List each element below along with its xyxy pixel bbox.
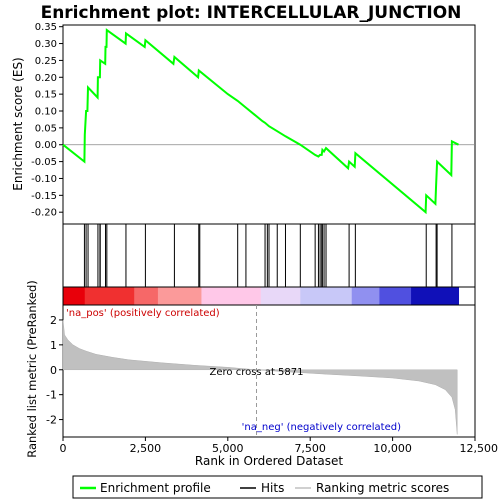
chart-title: Enrichment plot: INTERCELLULAR_JUNCTION <box>41 3 462 23</box>
legend-frame <box>72 475 483 499</box>
heatmap-cell <box>379 287 412 305</box>
heatmap-cell <box>411 287 460 305</box>
metric-y-tick-label: -1 <box>46 389 57 402</box>
rank-heatmap <box>62 286 476 306</box>
es-y-tick-label: 0.05 <box>35 123 57 134</box>
heatmap-cell <box>260 287 301 305</box>
heatmap-cell <box>201 287 230 305</box>
heatmap-cell <box>324 287 353 305</box>
negative-label: 'na_neg' (negatively correlated) <box>242 422 401 433</box>
heatmap-cell <box>351 287 380 305</box>
x-tick-label: 5,000 <box>212 442 244 455</box>
x-axis-label: Rank in Ordered Dataset <box>195 454 343 468</box>
es-y-tick-label: -0.15 <box>31 191 57 202</box>
legend-metric-label: Ranking metric scores <box>316 481 449 495</box>
heatmap-cell <box>157 287 202 305</box>
es-y-tick-label: 0.25 <box>35 56 57 67</box>
es-y-tick-label: 0.20 <box>35 73 57 84</box>
legend: Enrichment profile Hits Ranking metric s… <box>72 475 483 499</box>
metric-y-tick-label: 1 <box>50 339 57 352</box>
es-y-tick-label: 0.10 <box>35 107 57 118</box>
heatmap-cell <box>110 287 135 305</box>
es-y-tick-label: -0.10 <box>31 174 57 185</box>
es-y-tick-label: -0.05 <box>31 157 57 168</box>
es-y-tick-label: 0.30 <box>35 39 57 50</box>
heatmap-cell <box>63 287 86 305</box>
metric-y-ticks: 2 1 0 -1 -2 <box>46 314 63 427</box>
es-y-tick-label: 0.35 <box>35 22 57 33</box>
x-ticks: 0 2,500 5,000 7,500 10,000 12,500 <box>60 437 499 455</box>
heatmap-cell <box>134 287 159 305</box>
hits-panel <box>62 223 476 288</box>
heatmap-cell <box>300 287 325 305</box>
heatmap-cell <box>84 287 111 305</box>
x-tick-label: 0 <box>60 442 67 455</box>
es-y-tick-label: -0.20 <box>31 208 57 219</box>
metric-y-tick-label: 0 <box>50 364 57 377</box>
metric-y-tick-label: -2 <box>46 414 57 427</box>
hit-lines <box>83 224 453 287</box>
metric-panel: Zero cross at 5871 'na_pos' (positively … <box>25 280 498 468</box>
x-tick-label: 10,000 <box>373 442 412 455</box>
es-y-axis-label: Enrichment score (ES) <box>11 57 25 190</box>
legend-enrichment-label: Enrichment profile <box>100 481 211 495</box>
metric-y-axis-label: Ranked list metric (PreRanked) <box>25 280 39 458</box>
ranking-metric-area <box>62 319 458 435</box>
zero-cross-label: Zero cross at 5871 <box>210 367 304 378</box>
es-panel: 0.35 0.30 0.25 0.20 0.15 0.10 0.05 0.00 -0.05 -0.… <box>11 22 476 225</box>
es-y-ticks: 0.35 0.30 0.25 0.20 0.15 0.10 0.05 0.00 -0.05 -0.… <box>31 22 63 219</box>
x-tick-label: 12,500 <box>460 442 499 455</box>
es-panel-frame <box>62 24 476 225</box>
metric-y-tick-label: 2 <box>50 314 57 327</box>
x-tick-label: 7,500 <box>294 442 326 455</box>
positive-label: 'na_pos' (positively correlated) <box>66 308 220 319</box>
es-y-tick-label: 0.15 <box>35 90 57 101</box>
enrichment-profile-line <box>62 28 459 215</box>
legend-hits-label: Hits <box>261 481 284 495</box>
x-tick-label: 2,500 <box>130 442 162 455</box>
es-y-tick-label: 0.00 <box>35 140 57 151</box>
heatmap-cell <box>229 287 262 305</box>
